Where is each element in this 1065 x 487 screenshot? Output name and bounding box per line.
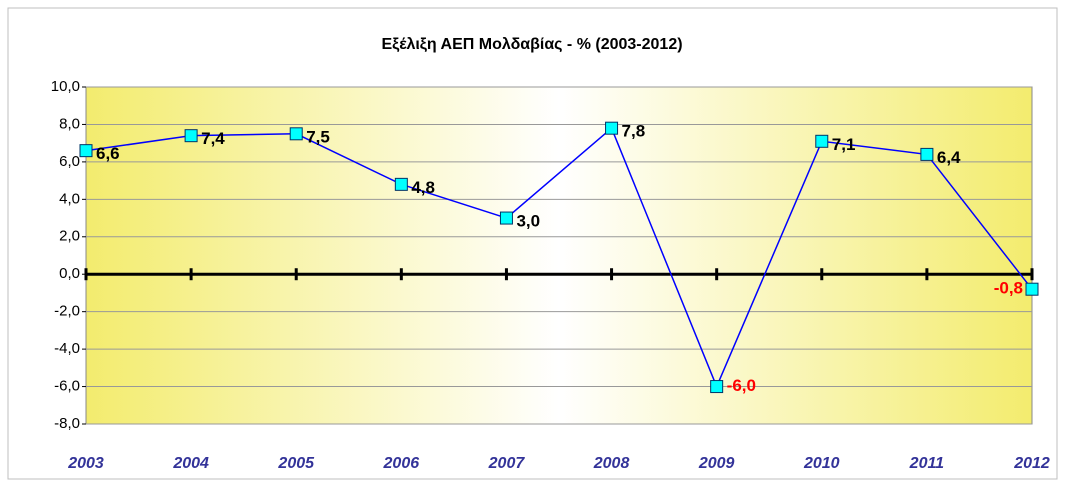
data-label: 6,4 <box>937 148 961 167</box>
data-label: -0,8 <box>994 279 1023 298</box>
x-tick-label: 2008 <box>593 455 630 472</box>
chart-title: Εξέλιξη ΑΕΠ Μολδαβίας - % (2003-2012) <box>381 36 682 53</box>
marker <box>1025 282 1039 296</box>
marker <box>815 134 829 148</box>
y-tick-label: 6,0 <box>59 153 80 170</box>
marker <box>79 144 93 158</box>
data-label: 7,5 <box>306 127 330 146</box>
y-tick-label: 4,0 <box>59 190 80 207</box>
y-tick-label: -6,0 <box>54 378 80 395</box>
line-series <box>85 126 1033 389</box>
y-tick-label: 0,0 <box>59 265 80 282</box>
y-tick-label: -2,0 <box>54 303 80 320</box>
marker <box>605 121 619 135</box>
x-tick-label: 2009 <box>698 455 735 472</box>
y-tick-label: 10,0 <box>51 78 80 95</box>
x-tick-label: 2003 <box>67 455 104 472</box>
marker <box>920 147 934 161</box>
data-label: 4,8 <box>411 178 435 197</box>
data-label: 7,4 <box>201 129 225 148</box>
y-tick-label: 8,0 <box>59 115 80 132</box>
x-tick-label: 2006 <box>383 455 420 472</box>
x-tick-label: 2012 <box>1013 455 1050 472</box>
marker <box>710 380 724 394</box>
marker <box>184 129 198 143</box>
data-label: -6,0 <box>727 376 756 395</box>
x-tick-label: 2007 <box>488 455 526 472</box>
marker <box>289 127 303 141</box>
x-tick-label: 2010 <box>803 455 840 472</box>
marker <box>394 177 408 191</box>
marker <box>499 211 513 225</box>
data-label: 7,1 <box>832 135 856 154</box>
plot-area <box>85 86 1033 425</box>
x-tick-label: 2011 <box>909 455 945 472</box>
y-tick-label: -8,0 <box>54 415 80 432</box>
y-tick-label: -4,0 <box>54 340 80 357</box>
data-label: 6,6 <box>96 144 120 163</box>
data-label: 3,0 <box>516 212 540 231</box>
y-tick-label: 2,0 <box>59 228 80 245</box>
x-tick-label: 2005 <box>277 455 315 472</box>
x-tick-label: 2004 <box>172 455 209 472</box>
data-label: 7,8 <box>622 122 646 141</box>
